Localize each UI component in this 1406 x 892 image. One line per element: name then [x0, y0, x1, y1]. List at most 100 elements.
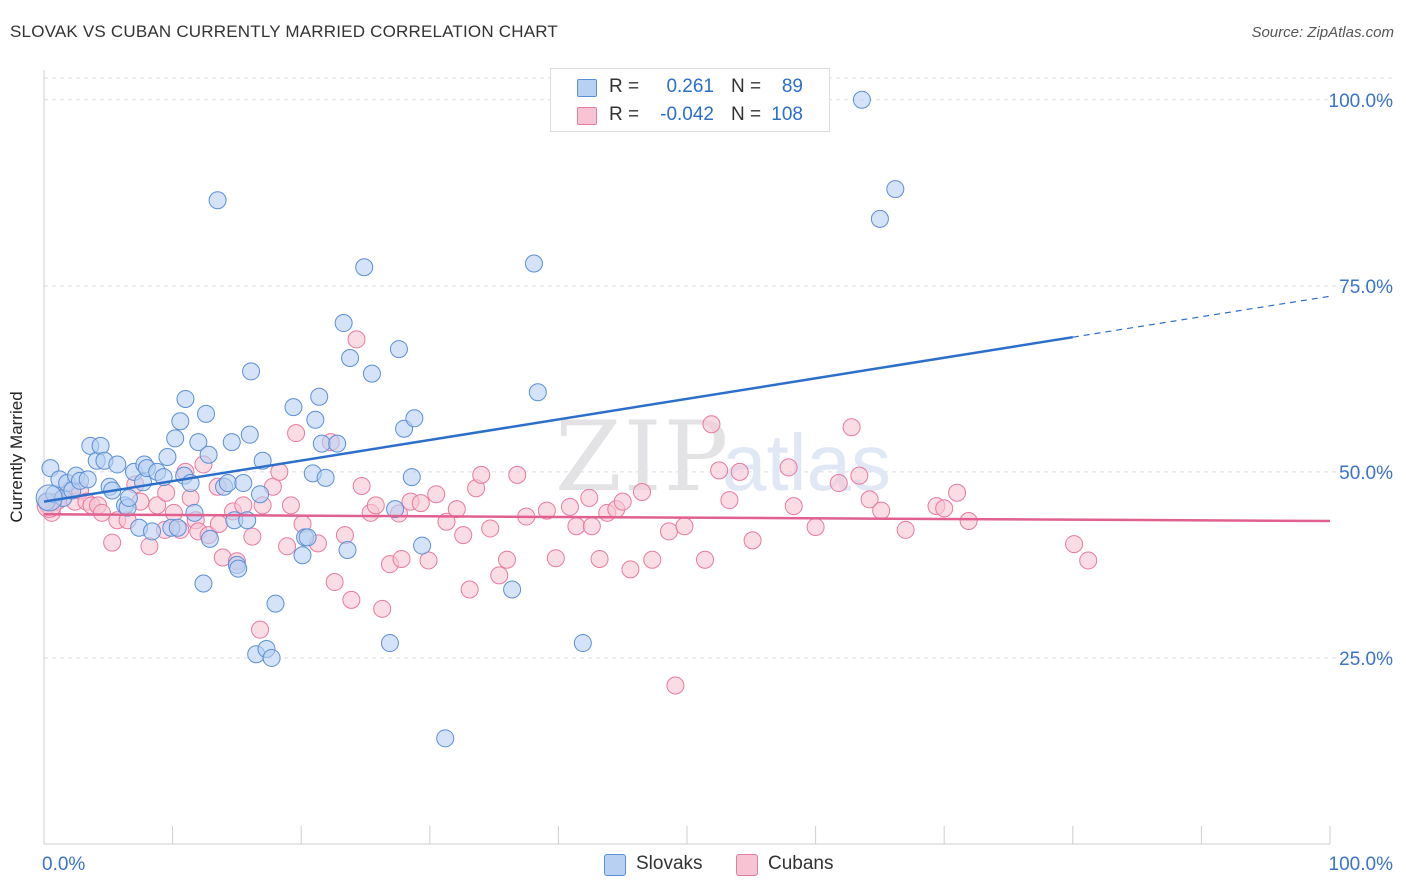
point-slovaks [284, 398, 303, 417]
point-cubans [1065, 535, 1084, 554]
point-cubans [251, 620, 270, 639]
point-cubans [582, 517, 601, 536]
chart-title: SLOVAK VS CUBAN CURRENTLY MARRIED CORREL… [10, 22, 558, 41]
point-slovaks [341, 349, 360, 368]
point-slovaks [91, 436, 110, 455]
legend-r-value: -0.042 [660, 104, 714, 125]
point-cubans [935, 499, 954, 518]
point-cubans [621, 560, 640, 579]
point-slovaks [168, 518, 187, 537]
point-cubans [743, 531, 762, 550]
point-cubans [234, 496, 253, 515]
bottom-legend-label-slovaks: Slovaks [636, 853, 703, 874]
point-cubans [872, 501, 891, 520]
point-cubans [806, 517, 825, 536]
point-cubans [419, 551, 438, 570]
point-slovaks [266, 594, 285, 613]
point-cubans [696, 550, 715, 569]
point-slovaks [200, 529, 219, 548]
point-slovaks [143, 522, 162, 541]
point-slovaks [312, 434, 331, 453]
point-slovaks [242, 362, 261, 381]
point-slovaks [176, 389, 195, 408]
point-cubans [537, 501, 556, 520]
point-cubans [278, 537, 297, 556]
point-cubans [352, 477, 371, 496]
trend-line-slovaks [43, 335, 1073, 503]
point-cubans [347, 330, 366, 349]
point-slovaks [166, 429, 185, 448]
point-slovaks [355, 258, 374, 277]
point-cubans [613, 492, 632, 511]
point-slovaks [78, 470, 97, 489]
point-cubans [730, 462, 749, 481]
legend-r-value: 0.261 [666, 76, 714, 97]
point-cubans [325, 573, 344, 592]
point-slovaks [208, 191, 227, 210]
point-cubans [632, 482, 651, 501]
bottom-legend-swatch-cubans [736, 854, 758, 876]
point-cubans [643, 550, 662, 569]
point-cubans [103, 533, 122, 552]
point-cluster-slovaks [35, 484, 63, 512]
legend-r-label: R = [609, 104, 640, 125]
point-slovaks [389, 340, 408, 359]
y-tick-label: 50.0% [1339, 463, 1393, 484]
source-note: Source: ZipAtlas.com [1251, 24, 1394, 41]
point-cubans [454, 526, 473, 545]
point-cubans [896, 520, 915, 539]
point-slovaks [413, 536, 432, 555]
point-cubans [490, 566, 509, 585]
point-cubans [497, 550, 516, 569]
bottom-legend-swatch-slovaks [604, 854, 626, 876]
point-slovaks [306, 410, 325, 429]
point-cubans [92, 503, 111, 522]
trend-line-slovaks-extension [1072, 295, 1331, 338]
point-cubans [779, 458, 798, 477]
legend-row-cubans: R = -0.042 N = 108 [551, 100, 829, 128]
point-cubans [675, 517, 694, 536]
point-slovaks [108, 455, 127, 474]
point-cubans [447, 500, 466, 519]
axes [43, 70, 1331, 845]
bottom-legend-label-cubans: Cubans [768, 853, 834, 874]
point-slovaks [362, 364, 381, 383]
point-slovaks [528, 383, 547, 402]
point-cubans [546, 549, 565, 568]
point-slovaks [328, 434, 347, 453]
point-slovaks [293, 546, 312, 565]
point-slovaks [171, 412, 190, 431]
point-slovaks [316, 468, 335, 487]
point-cubans [481, 519, 500, 538]
point-slovaks [852, 90, 871, 109]
point-slovaks [262, 648, 281, 667]
point-cubans [659, 522, 678, 541]
legend-swatch-slovaks [577, 79, 597, 97]
point-cubans [157, 483, 176, 502]
point-slovaks [334, 314, 353, 333]
point-slovaks [185, 503, 204, 522]
point-cubans [287, 424, 306, 443]
legend-n-value: 108 [771, 104, 803, 125]
point-slovaks [338, 541, 357, 560]
point-cubans [720, 491, 739, 510]
point-cubans [702, 415, 721, 434]
point-slovaks [380, 634, 399, 653]
point-cubans [710, 461, 729, 480]
legend-swatch-cubans [577, 107, 597, 125]
point-cubans [209, 514, 228, 533]
point-cubans [472, 465, 491, 484]
point-slovaks [310, 387, 329, 406]
point-slovaks [298, 528, 317, 547]
point-cubans [427, 485, 446, 504]
legend-n-label: N = [731, 76, 762, 97]
trend-lines [43, 295, 1331, 523]
point-slovaks [251, 485, 270, 504]
legend-box: R = 0.261 N = 89 R = -0.042 N = 108 [550, 68, 830, 132]
y-axis-label: Currently Married [7, 391, 26, 523]
point-cubans [243, 527, 262, 546]
point-cubans [342, 590, 361, 609]
watermark-atlas: atlas [722, 418, 891, 507]
point-cubans [666, 676, 685, 695]
